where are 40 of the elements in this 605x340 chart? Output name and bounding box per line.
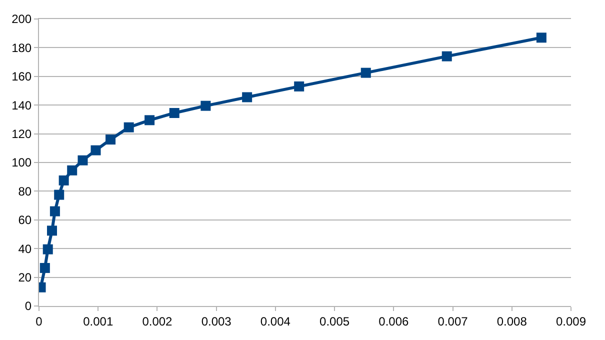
point (58, 175, 69, 186)
x-tick-label: 0.009 (556, 314, 586, 328)
x-tick-label: 0.005 (320, 314, 350, 328)
x-tick-label: 0.008 (496, 314, 528, 328)
point (67, 165, 78, 176)
point (47, 226, 57, 236)
y-tick-label: 100 (12, 156, 32, 170)
point (54, 190, 64, 200)
point (40, 262, 50, 273)
y-tick-label: 80 (18, 184, 32, 198)
y-tick-label: 0 (24, 299, 32, 314)
point (442, 51, 452, 62)
x-tick-label: 0.001 (83, 314, 114, 328)
point (106, 134, 116, 145)
y-tick-label: 60 (18, 213, 32, 228)
x-tick-label: 0.006 (378, 314, 410, 328)
point (90, 145, 101, 156)
y-tick-label: 20 (18, 270, 32, 284)
x-tick-label: 0.002 (142, 314, 173, 328)
y-tick-label: 160 (12, 70, 32, 84)
point (536, 32, 546, 43)
point (50, 206, 60, 216)
y-tick-label: 40 (18, 242, 32, 256)
point (42, 244, 53, 254)
point (169, 108, 180, 118)
x-tick-label: 0.007 (438, 314, 468, 328)
point (124, 122, 134, 132)
x-tick-label: 0.003 (201, 314, 232, 328)
point (144, 115, 155, 126)
x-tick-label: 0.004 (260, 314, 291, 328)
y-tick-label: 200 (12, 12, 32, 26)
y-tick-label: 120 (12, 127, 32, 141)
y-tick-label: 180 (12, 40, 32, 55)
point (294, 81, 304, 92)
x-tick-label: 0 (36, 314, 43, 328)
point (360, 68, 371, 78)
point (78, 155, 88, 166)
point (242, 92, 252, 102)
y-tick-label: 140 (12, 98, 32, 112)
point (200, 100, 211, 111)
